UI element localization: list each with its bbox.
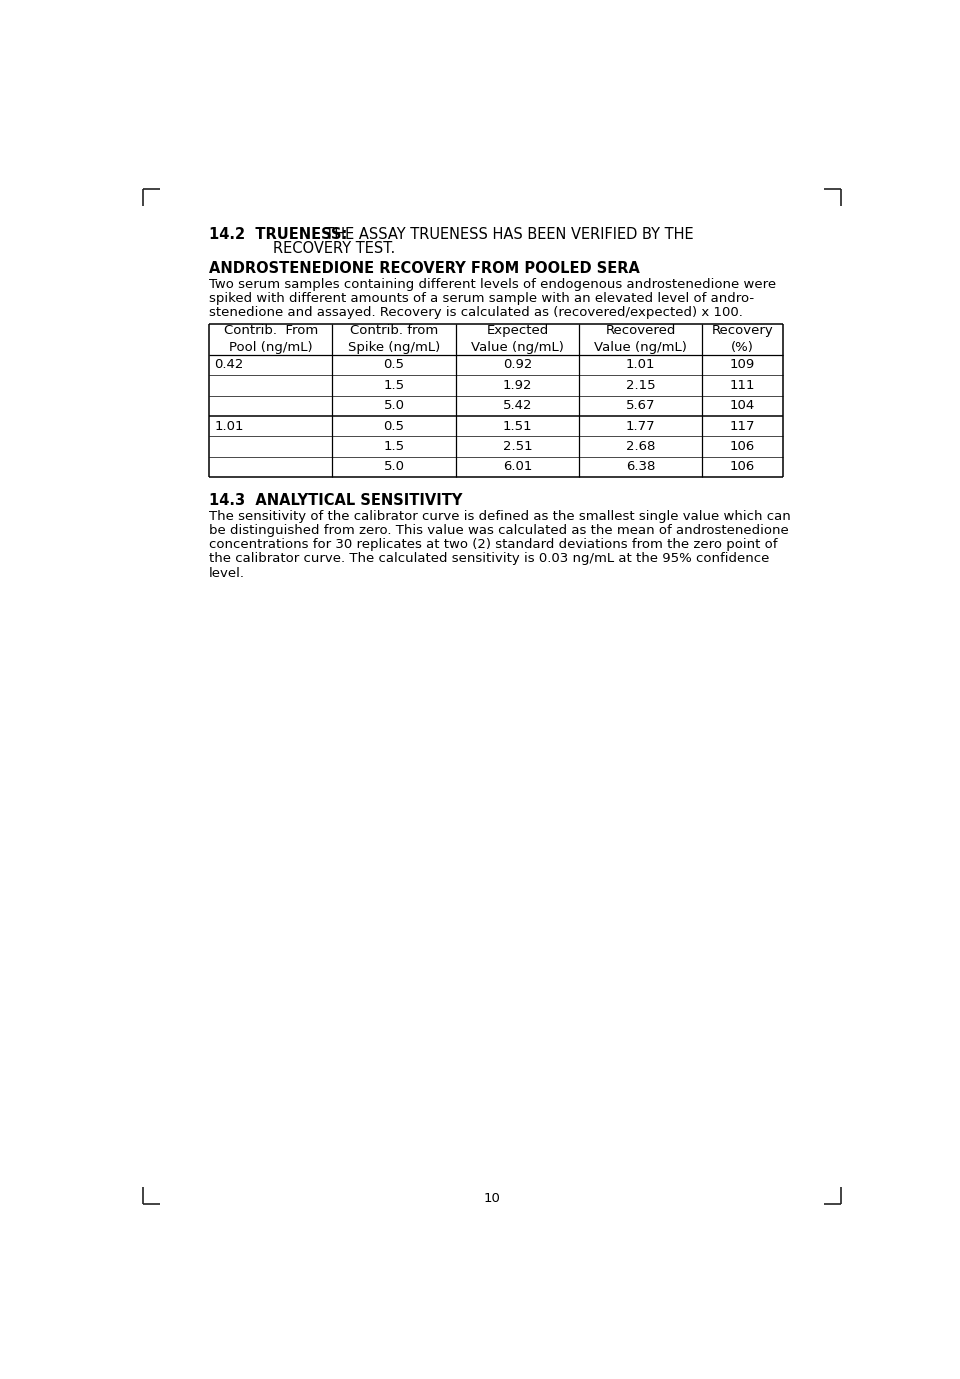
Text: 1.5: 1.5 [383,379,405,392]
Text: 5.0: 5.0 [384,400,404,412]
Text: RECOVERY TEST.: RECOVERY TEST. [273,241,395,256]
Text: 0.5: 0.5 [384,359,404,371]
Text: the calibrator curve. The calculated sensitivity is 0.03 ng/mL at the 95% confid: the calibrator curve. The calculated sen… [209,553,770,565]
Text: 5.67: 5.67 [626,400,656,412]
Text: be distinguished from zero. This value was calculated as the mean of androstened: be distinguished from zero. This value w… [209,524,789,536]
Text: 106: 106 [730,440,756,454]
Text: 1.5: 1.5 [383,440,405,454]
Text: 1.01: 1.01 [626,359,656,371]
Text: 1.51: 1.51 [503,419,532,433]
Text: 104: 104 [730,400,756,412]
Text: Recovery
(%): Recovery (%) [711,324,774,354]
Text: Two serum samples containing different levels of endogenous androstenedione were: Two serum samples containing different l… [209,277,777,291]
Text: 6.01: 6.01 [503,461,532,473]
Text: 10: 10 [484,1191,500,1204]
Text: 117: 117 [730,419,756,433]
Text: level.: level. [209,567,245,579]
Text: 1.01: 1.01 [214,419,244,433]
Text: Contrib.  From
Pool (ng/mL): Contrib. From Pool (ng/mL) [224,324,318,354]
Text: 0.42: 0.42 [214,359,244,371]
Text: 1.77: 1.77 [626,419,656,433]
Text: 6.38: 6.38 [626,461,656,473]
Text: 14.3  ANALYTICAL SENSITIVITY: 14.3 ANALYTICAL SENSITIVITY [209,492,463,507]
Text: 0.92: 0.92 [503,359,532,371]
Text: 2.15: 2.15 [626,379,656,392]
Text: THE ASSAY TRUENESS HAS BEEN VERIFIED BY THE: THE ASSAY TRUENESS HAS BEEN VERIFIED BY … [317,228,694,243]
Text: 14.2  TRUENESS:: 14.2 TRUENESS: [209,228,348,243]
Text: 2.68: 2.68 [626,440,656,454]
Text: 111: 111 [730,379,756,392]
Text: 2.51: 2.51 [503,440,532,454]
Text: 1.92: 1.92 [503,379,532,392]
Text: 5.0: 5.0 [384,461,404,473]
Text: stenedione and assayed. Recovery is calculated as (recovered/expected) x 100.: stenedione and assayed. Recovery is calc… [209,306,743,319]
Text: Contrib. from
Spike (ng/mL): Contrib. from Spike (ng/mL) [348,324,441,354]
Text: Expected
Value (ng/mL): Expected Value (ng/mL) [471,324,564,354]
Text: The sensitivity of the calibrator curve is defined as the smallest single value : The sensitivity of the calibrator curve … [209,510,791,523]
Text: Recovered
Value (ng/mL): Recovered Value (ng/mL) [594,324,687,354]
Text: 109: 109 [730,359,756,371]
Text: 106: 106 [730,461,756,473]
Text: ANDROSTENEDIONE RECOVERY FROM POOLED SERA: ANDROSTENEDIONE RECOVERY FROM POOLED SER… [209,261,640,276]
Text: concentrations for 30 replicates at two (2) standard deviations from the zero po: concentrations for 30 replicates at two … [209,538,778,552]
Text: 5.42: 5.42 [503,400,532,412]
Text: spiked with different amounts of a serum sample with an elevated level of andro-: spiked with different amounts of a serum… [209,292,755,305]
Text: 0.5: 0.5 [384,419,404,433]
